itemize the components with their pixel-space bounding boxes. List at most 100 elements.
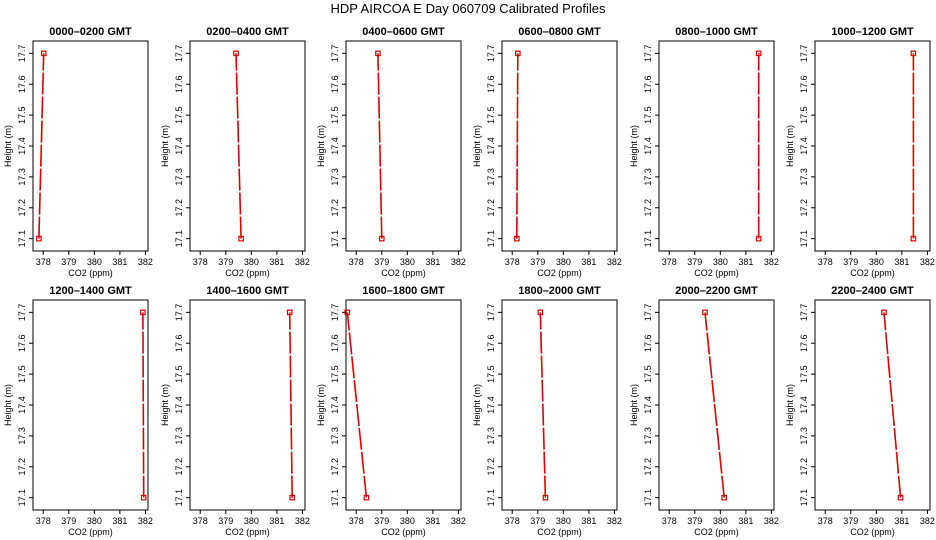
profile-line [346, 312, 368, 498]
plot-frame [32, 40, 149, 252]
x-tick-label: 381 [112, 516, 127, 526]
x-tick-label: 381 [269, 516, 284, 526]
y-tick-label: 17.4 [17, 137, 27, 155]
x-axis-label: CO2 (ppm) [694, 527, 739, 537]
y-tick-label: 17.4 [799, 137, 809, 155]
y-tick-label: 17.5 [17, 106, 27, 124]
y-tick-label: 17.6 [330, 334, 340, 352]
profile-panel: 1400–1600 GMT 378 379 380 381 382 CO2 (ppm) 17.… [160, 285, 310, 537]
profile-panel: 2000–2200 GMT 378 379 380 381 382 CO2 (ppm) 17.… [629, 285, 779, 537]
y-tick-label: 17.7 [486, 304, 496, 322]
y-tick-label: 17.2 [643, 199, 653, 217]
x-tick-label: 382 [451, 516, 466, 526]
x-tick-label: 379 [374, 516, 389, 526]
plot-frame [658, 40, 775, 252]
y-tick-label: 17.1 [174, 230, 184, 248]
y-tick-label: 17.3 [17, 427, 27, 445]
profile-point [755, 235, 762, 242]
y-axis-label: Height (m) [160, 125, 170, 167]
x-tick-label: 378 [193, 257, 208, 267]
x-tick-label: 381 [112, 257, 127, 267]
panel-title: 1400–1600 GMT [206, 285, 289, 297]
y-tick-label: 17.5 [486, 365, 496, 383]
x-tick-label: 378 [349, 257, 364, 267]
x-tick-label: 381 [581, 257, 596, 267]
x-tick-label: 379 [218, 516, 233, 526]
panel-title: 2000–2200 GMT [675, 285, 758, 297]
y-tick-label: 17.6 [330, 75, 340, 93]
y-tick-label: 17.6 [643, 334, 653, 352]
x-axis-label: CO2 (ppm) [225, 527, 270, 537]
y-tick-label: 17.5 [799, 365, 809, 383]
x-tick-label: 378 [36, 516, 51, 526]
profile-line [288, 312, 293, 498]
y-tick-label: 17.4 [486, 137, 496, 155]
x-tick-label: 380 [713, 257, 728, 267]
y-axis-label: Height (m) [472, 384, 482, 426]
x-axis-label: CO2 (ppm) [694, 268, 739, 278]
profile-panel: 0600–0800 GMT 378 379 380 381 382 CO2 (ppm) 17.… [472, 26, 622, 278]
panel-title: 0400–0600 GMT [362, 26, 445, 38]
profile-point [40, 50, 47, 57]
x-tick-label: 380 [556, 257, 571, 267]
profile-line [142, 312, 145, 498]
plot-frame [501, 299, 618, 511]
x-tick-label: 381 [425, 516, 440, 526]
x-tick-label: 381 [269, 257, 284, 267]
plot-frame [345, 40, 462, 252]
profile-line [38, 53, 45, 239]
profile-point [514, 235, 520, 242]
x-tick-label: 380 [400, 257, 415, 267]
x-tick-label: 379 [61, 257, 76, 267]
y-axis-label: Height (m) [3, 384, 13, 426]
profile-point [289, 494, 296, 501]
x-axis-label: CO2 (ppm) [537, 527, 582, 537]
profile-line [515, 53, 519, 239]
y-axis-label: Height (m) [3, 125, 13, 167]
y-tick-label: 17.7 [486, 45, 496, 63]
y-tick-label: 17.2 [330, 458, 340, 476]
plot-frame [658, 299, 775, 511]
x-axis-label: CO2 (ppm) [850, 268, 895, 278]
x-tick-label: 380 [869, 257, 884, 267]
x-tick-label: 378 [193, 516, 208, 526]
x-tick-label: 382 [920, 516, 935, 526]
y-tick-label: 17.3 [643, 427, 653, 445]
profile-point [881, 309, 887, 316]
x-tick-label: 382 [295, 257, 310, 267]
x-tick-label: 379 [530, 257, 545, 267]
y-tick-label: 17.2 [799, 458, 809, 476]
y-axis-label: Height (m) [316, 125, 326, 167]
profile-point [702, 309, 708, 316]
y-tick-label: 17.4 [174, 396, 184, 414]
y-tick-label: 17.5 [174, 106, 184, 124]
x-tick-label: 378 [818, 257, 833, 267]
profile-panel: 1200–1400 GMT 378 379 380 381 382 CO2 (ppm) 17.… [3, 285, 153, 537]
panel-title: 0000–0200 GMT [49, 26, 132, 38]
x-tick-label: 382 [920, 257, 935, 267]
y-tick-label: 17.6 [17, 75, 27, 93]
y-tick-label: 17.7 [17, 304, 27, 322]
y-tick-label: 17.6 [799, 75, 809, 93]
y-tick-label: 17.4 [330, 137, 340, 155]
plot-frame [32, 299, 149, 511]
x-tick-label: 378 [36, 257, 51, 267]
x-tick-label: 381 [738, 257, 753, 267]
x-tick-label: 378 [818, 516, 833, 526]
y-tick-label: 17.2 [643, 458, 653, 476]
x-tick-label: 381 [581, 516, 596, 526]
profile-point [238, 235, 244, 242]
profile-point [542, 494, 549, 501]
y-tick-label: 17.1 [486, 230, 496, 248]
y-tick-label: 17.3 [174, 168, 184, 186]
x-tick-label: 382 [451, 257, 466, 267]
x-tick-label: 380 [556, 516, 571, 526]
profile-line [704, 312, 725, 498]
profile-panel: 1800–2000 GMT 378 379 380 381 382 CO2 (ppm) 17.… [472, 285, 622, 537]
x-tick-label: 379 [374, 257, 389, 267]
panel-title: 0800–1000 GMT [675, 26, 758, 38]
profile-point [721, 494, 727, 501]
x-axis-label: CO2 (ppm) [381, 268, 426, 278]
y-tick-label: 17.7 [799, 304, 809, 322]
x-axis-label: CO2 (ppm) [225, 268, 270, 278]
